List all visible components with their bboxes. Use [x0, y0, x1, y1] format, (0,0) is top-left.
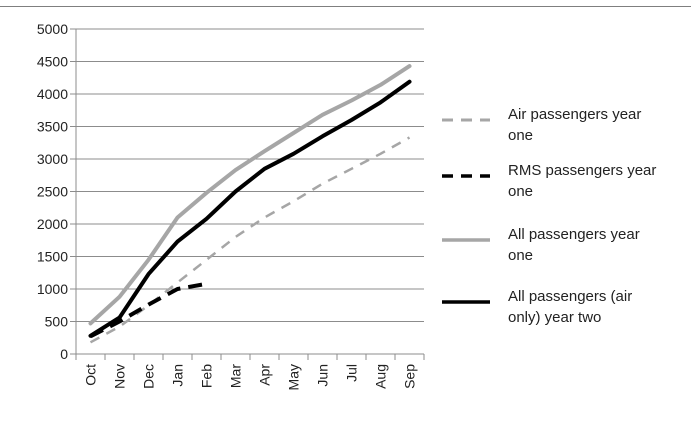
- legend-label-line: All passengers year: [508, 226, 640, 243]
- x-tick-label: Jan: [170, 364, 186, 387]
- legend-label-line: RMS passengers year: [508, 162, 657, 179]
- x-tick-label: Jul: [344, 364, 360, 382]
- legend-label-line: one: [508, 183, 534, 200]
- legend-label: All passengers year one: [508, 224, 684, 266]
- y-tick-labels: 0 500 1000 1500 2000 2500 3000 3500 4000 4500 5000: [37, 21, 68, 362]
- y-tick-label: 4500: [37, 54, 68, 70]
- legend-label-line: Air passengers year: [508, 106, 642, 123]
- series-line: [88, 79, 412, 338]
- y-tick-label: 3000: [37, 151, 68, 167]
- x-tick-label: Mar: [228, 364, 244, 388]
- legend-label-line: All passengers (air: [508, 288, 633, 305]
- series-line: [89, 136, 411, 344]
- x-tick-label: Dec: [141, 364, 157, 389]
- legend-label-line: one: [508, 247, 534, 264]
- x-tick-label: Feb: [199, 364, 215, 388]
- series-line: [88, 64, 412, 326]
- legend-label: RMS passengers year one: [508, 160, 684, 202]
- legend-swatch-rms-year-one: [442, 174, 490, 178]
- y-tick-label: 3500: [37, 119, 68, 135]
- legend-swatch-all-year-one: [442, 238, 490, 242]
- y-tick-label: 4000: [37, 86, 68, 102]
- legend-swatch-all-air-only-year-two: [442, 300, 490, 304]
- legend-label-line: one: [508, 127, 534, 144]
- x-tick-label: Aug: [373, 364, 389, 389]
- axes: [70, 28, 425, 360]
- x-tick-labels: Oct Nov Dec Jan Feb Mar Apr May Jun Jul Aug Sep: [83, 364, 418, 391]
- gridlines: [76, 28, 424, 322]
- series-line: [89, 281, 207, 339]
- y-tick-label: 1500: [37, 249, 68, 265]
- top-border-line: [0, 6, 691, 7]
- y-tick-label: 0: [60, 346, 68, 362]
- x-tick-label: Apr: [257, 364, 273, 386]
- y-tick-label: 2500: [37, 184, 68, 200]
- legend-label-line: only) year two: [508, 309, 602, 326]
- legend-label: Air passengers year one: [508, 104, 684, 146]
- series-lines: [88, 64, 412, 344]
- y-tick-label: 500: [45, 314, 69, 330]
- x-tick-label: Oct: [83, 364, 99, 386]
- y-tick-label: 2000: [37, 216, 68, 232]
- x-tick-label: May: [286, 364, 302, 390]
- legend-label: All passengers (air only) year two: [508, 286, 684, 328]
- y-tick-label: 5000: [37, 21, 68, 37]
- y-tick-label: 1000: [37, 281, 68, 297]
- legend-swatch-air-year-one: [442, 118, 490, 122]
- x-tick-label: Jun: [315, 364, 331, 387]
- x-tick-label: Nov: [112, 364, 128, 389]
- x-tick-label: Sep: [402, 364, 418, 389]
